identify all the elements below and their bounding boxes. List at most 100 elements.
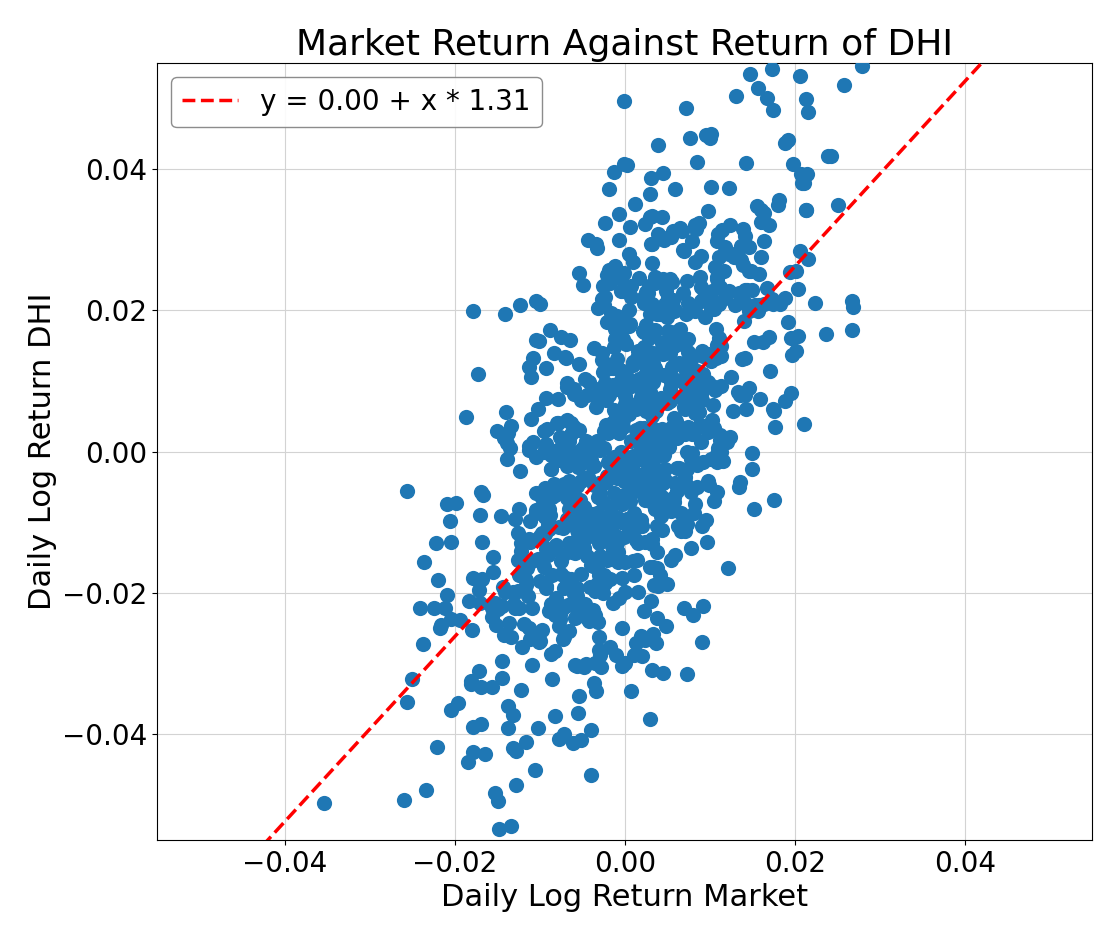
Point: [707, 321, 725, 337]
Point: [641, 484, 659, 499]
Point: [584, 553, 601, 568]
Point: [653, 421, 671, 436]
Point: [569, 460, 587, 475]
Point: [683, 607, 701, 622]
Point: [679, 394, 697, 409]
Point: [616, 555, 634, 570]
Point: [764, 297, 782, 312]
Point: [820, 149, 838, 164]
Point: [619, 406, 637, 421]
Point: [710, 297, 728, 312]
Point: [702, 127, 720, 142]
Point: [566, 546, 584, 561]
Point: [607, 647, 625, 662]
Point: [567, 610, 585, 625]
Point: [633, 435, 651, 450]
Point: [675, 426, 693, 441]
Point: [743, 263, 760, 278]
Point: [626, 196, 644, 212]
Point: [737, 402, 755, 417]
Point: [682, 372, 700, 387]
Point: [730, 475, 748, 490]
Point: [543, 479, 561, 494]
Point: [641, 559, 659, 574]
Point: [673, 224, 691, 239]
Point: [616, 397, 634, 412]
Point: [507, 744, 525, 759]
Point: [683, 446, 701, 461]
Point: [648, 368, 666, 383]
Point: [609, 426, 627, 441]
Point: [573, 441, 591, 456]
Point: [793, 176, 811, 191]
Point: [829, 197, 847, 212]
Point: [591, 485, 609, 500]
Point: [679, 393, 697, 408]
Point: [699, 346, 717, 361]
Point: [634, 468, 652, 483]
Point: [646, 322, 664, 337]
Point: [643, 663, 661, 678]
Point: [622, 683, 640, 698]
Point: [588, 577, 606, 592]
Point: [568, 543, 586, 558]
Point: [642, 593, 660, 608]
Point: [554, 580, 572, 595]
Point: [616, 388, 634, 403]
Point: [650, 500, 668, 515]
Point: [623, 433, 641, 448]
Point: [536, 390, 554, 405]
Point: [663, 387, 681, 402]
Point: [763, 291, 781, 306]
Point: [661, 343, 679, 358]
Point: [687, 218, 704, 233]
Point: [708, 337, 726, 352]
Point: [627, 452, 645, 467]
Point: [631, 351, 648, 366]
Point: [517, 577, 535, 592]
Point: [596, 375, 614, 390]
Point: [551, 554, 569, 569]
Point: [636, 535, 654, 550]
Point: [558, 375, 576, 390]
Point: [629, 449, 647, 464]
Point: [607, 382, 625, 397]
Point: [601, 517, 619, 532]
Point: [637, 436, 655, 451]
Point: [642, 353, 660, 368]
Point: [637, 493, 655, 508]
Point: [551, 453, 569, 468]
Point: [441, 513, 459, 528]
Point: [533, 525, 551, 540]
Point: [497, 404, 515, 419]
Point: [551, 607, 569, 622]
Point: [675, 601, 693, 616]
Point: [501, 441, 519, 456]
Point: [571, 474, 589, 489]
Point: [605, 449, 623, 464]
Point: [669, 426, 687, 441]
Point: [564, 597, 582, 612]
Point: [674, 285, 692, 300]
Point: [725, 403, 743, 418]
Point: [552, 329, 570, 344]
Point: [447, 495, 465, 510]
Point: [608, 415, 626, 430]
Point: [610, 590, 628, 605]
Point: [781, 265, 799, 280]
Point: [587, 516, 605, 531]
Point: [504, 708, 522, 723]
Point: [431, 620, 449, 635]
Point: [740, 264, 758, 279]
Point: [570, 266, 588, 281]
Point: [749, 304, 767, 319]
Point: [643, 296, 661, 311]
Point: [641, 494, 659, 509]
Point: [528, 506, 545, 521]
Point: [672, 506, 690, 521]
Point: [693, 455, 711, 470]
Point: [316, 795, 334, 810]
Point: [487, 618, 505, 633]
Point: [566, 658, 584, 673]
Point: [652, 568, 670, 583]
